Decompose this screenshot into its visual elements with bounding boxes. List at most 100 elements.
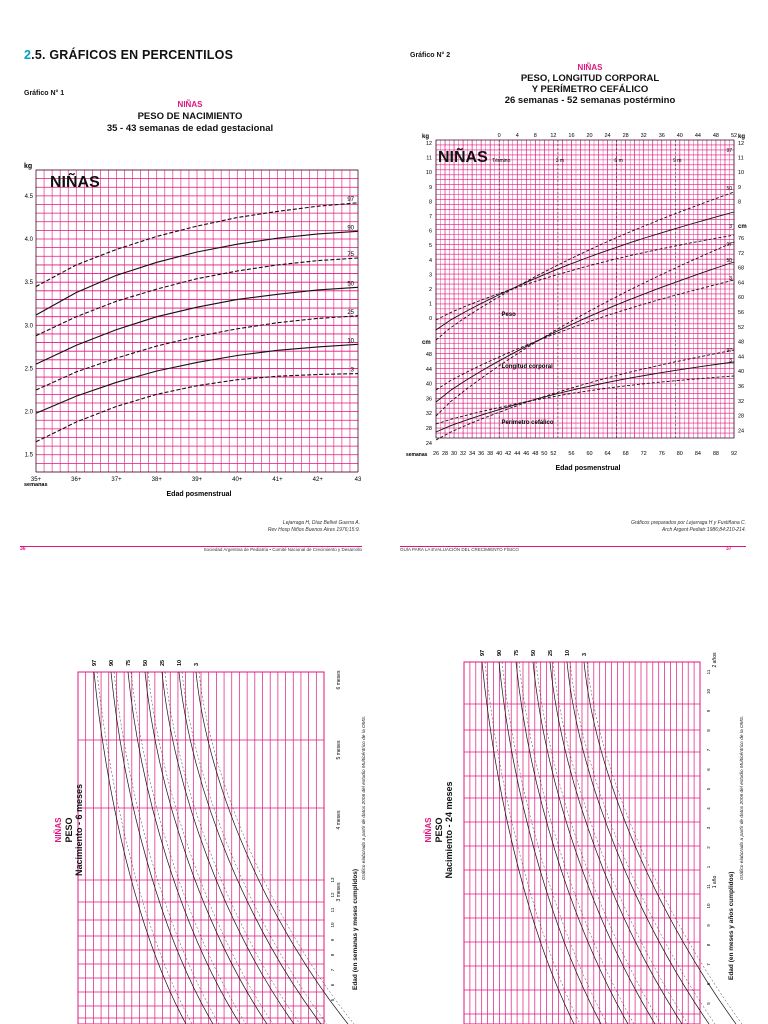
right-footer-rule [400, 546, 746, 547]
chart1-xtick: 42+ [313, 477, 324, 483]
chart4-note: Gráfico elaborado a partir de datos 2006… [740, 715, 745, 880]
chart2-curve [435, 261, 735, 403]
section-title-text: .5. GRÁFICOS EN PERCENTILOS [31, 48, 234, 62]
chart3-grid [77, 671, 325, 1024]
chart3-week-label: 13 [330, 877, 335, 883]
chart2-right-cm-tick: 48 [738, 340, 744, 346]
chart2-top-tick: 32 [641, 133, 647, 139]
chart4-curve [498, 661, 602, 1024]
chart4-percentile-label: 75 [514, 650, 520, 656]
chart1-subtitle-pink: NIÑAS [177, 100, 203, 109]
chart4-month-label: 6 [706, 982, 711, 985]
chart4-month-label: 4 [706, 807, 711, 810]
chart2-percentile-label: 97 [726, 242, 732, 248]
chart2-curve [435, 349, 735, 441]
chart1-xtick: 35+ [31, 477, 42, 483]
chart1-label: Gráfico N° 1 [24, 90, 65, 97]
chart2-subtitle-pink: NIÑAS [577, 63, 603, 72]
chart4-lines [481, 661, 743, 1024]
chart2-xtick: 88 [713, 451, 719, 457]
chart2-xtick: 40 [496, 451, 502, 457]
chart1-series-label: 75 [347, 252, 354, 258]
chart2-right-cm-tick: 36 [738, 384, 744, 390]
chart1-ytick: 3.0 [25, 323, 34, 329]
chart3-week-label: 11 [330, 907, 335, 912]
chart3-week-label: 12 [330, 892, 335, 898]
chart3-percentile-label: 50 [143, 660, 149, 666]
chart4-month-label: 7 [706, 963, 711, 966]
chart2-reference: Gráficos preparados por Lejarraga H y Fu… [560, 520, 746, 534]
chart4-frame [463, 661, 701, 1024]
chart1-series-line [35, 315, 359, 391]
chart4-curve-dashed [518, 661, 635, 1024]
chart2-right-cm-tick: 28 [738, 414, 744, 420]
chart4-curve-dashed [552, 661, 689, 1024]
chart3-curve [195, 671, 349, 1024]
chart2-percentile-label: 97 [726, 148, 732, 154]
chart2-xtick: 92 [731, 451, 737, 457]
chart2-left-kg-tick: 9 [429, 185, 432, 191]
chart1-series-line [35, 373, 359, 443]
chart2-right-cm-tick: 40 [738, 369, 744, 375]
chart4-curve [583, 661, 737, 1024]
chart2-curve [435, 191, 735, 341]
chart3-frame [77, 671, 325, 1024]
chart4-curve-dashed [484, 661, 581, 1024]
chart2-left-kg-tick: 12 [426, 141, 432, 147]
chart2-xlabel: Edad posmenstrual [556, 465, 621, 472]
chart2-percentile-label: 50 [726, 186, 732, 192]
chart2-top-tick: 24 [605, 133, 611, 139]
chart1-series-line [35, 230, 359, 316]
chart3-percentile-label: 10 [177, 660, 183, 666]
chart4-percentile-label: 90 [497, 650, 503, 656]
chart2-xtick: 36 [478, 451, 484, 457]
chart3-curve-dashed [147, 671, 274, 1024]
chart2-left-kg-tick: 3 [429, 272, 432, 278]
chart4-curve-dashed [535, 661, 662, 1024]
chart1-lines: 97 90 75 50 25 10 3 [35, 197, 359, 443]
chart2-right-cm-tick: 60 [738, 295, 744, 301]
chart2-left-cm-tick: 44 [426, 367, 432, 373]
chart1-frame [35, 169, 359, 473]
chart3-week-label: 7 [330, 968, 335, 971]
chart2-top-tick: 16 [568, 133, 574, 139]
right-page-number: 37 [726, 546, 732, 552]
chart4-curve-dashed [501, 661, 608, 1024]
chart2-curve [435, 279, 735, 391]
chart2-left-kg-tick: 10 [426, 170, 432, 176]
chart2-xtick: 84 [695, 451, 701, 457]
chart2-percentile-label: 3 [729, 224, 732, 230]
chart3-month-label: 3 meses [336, 882, 342, 901]
chart1-xtick: 40+ [232, 477, 243, 483]
chart3-percentile-label: 97 [92, 660, 98, 666]
chart1-ylabel: kg [24, 163, 32, 170]
chart2-curve [435, 375, 735, 425]
chart2-top-tick: 4 [516, 133, 519, 139]
chart2-right-kg-tick: 8 [738, 199, 741, 205]
chart4-month-label: 3 [706, 826, 711, 829]
chart2-reference-line1: Gráficos preparados por Lejarraga H y Fu… [630, 520, 746, 526]
chart2-header: NIÑAS PESO, LONGITUD CORPORAL Y PERÍMETR… [420, 62, 760, 106]
chart2-top-tick: 12 [550, 133, 556, 139]
chart1-unit-label: semanas [24, 482, 48, 488]
chart2-left-kg-tick: 2 [429, 287, 432, 293]
chart3-percentile-label: 90 [109, 660, 115, 666]
chart3-percentile-label: 75 [126, 660, 132, 666]
chart1-reference: Lejarraga H, Díaz Bellvé Guerra A. Rev H… [180, 520, 360, 534]
chart4-month-label: 10 [706, 903, 711, 909]
chart2-curve [435, 241, 735, 417]
chart2-top-tick: 52 [731, 133, 737, 139]
chart3-curve-dashed [96, 671, 193, 1024]
chart2-left-kg-tick: 1 [429, 302, 432, 308]
chart2-percentile-label: 50 [726, 258, 732, 264]
chart1-series-label: 90 [347, 225, 354, 231]
chart2-right-kg-tick: 11 [738, 156, 744, 162]
chart3-curve [161, 671, 295, 1024]
chart4-percentile-labels: 97 90 75 50 25 10 3 [480, 650, 588, 656]
chart4-percentile-label: 50 [531, 650, 537, 656]
chart2-xtick: 28 [442, 451, 448, 457]
chart2-marker-label: 6 m [614, 158, 622, 164]
chart2-left-cm-tick: 40 [426, 382, 432, 388]
